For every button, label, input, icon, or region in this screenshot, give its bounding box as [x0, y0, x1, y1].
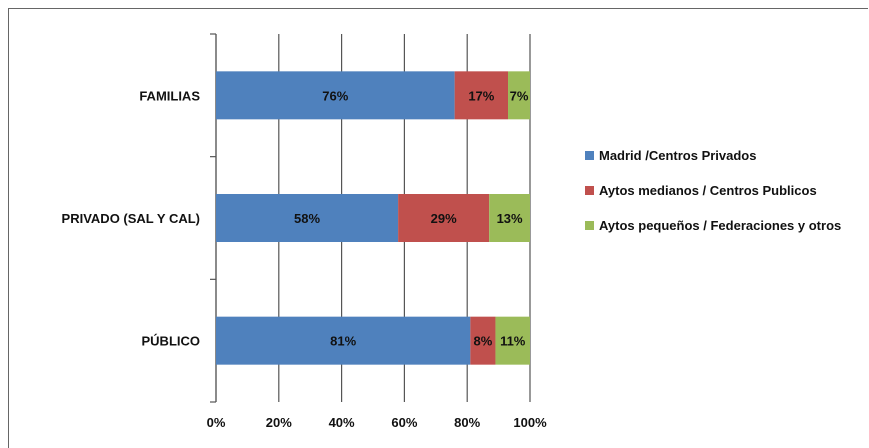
- x-tick-label: 20%: [266, 415, 292, 430]
- bar-segment: [216, 71, 455, 120]
- bar-segment: [398, 194, 490, 242]
- data-label: 17%: [468, 88, 494, 103]
- legend-swatch-aytos-pequenos: [585, 221, 594, 230]
- bar-segment: [508, 71, 530, 120]
- data-label: 8%: [474, 334, 493, 349]
- data-label: 13%: [497, 211, 523, 226]
- data-label: 29%: [431, 211, 457, 226]
- data-label: 76%: [322, 88, 348, 103]
- x-tick-label: 60%: [391, 415, 417, 430]
- legend-item-aytos-pequenos: Aytos pequeños / Federaciones y otros: [585, 217, 865, 234]
- data-label: 58%: [294, 211, 320, 226]
- data-label: 81%: [330, 334, 356, 349]
- bar-segment: [489, 194, 530, 242]
- legend-swatch-aytos-medianos: [585, 186, 594, 195]
- data-label: 11%: [500, 334, 526, 349]
- bar-segment: [216, 316, 471, 365]
- legend-item-madrid: Madrid /Centros Privados: [585, 147, 865, 164]
- category-label: FAMILIAS: [139, 88, 200, 103]
- legend-label-madrid: Madrid /Centros Privados: [599, 148, 757, 163]
- bar-segment: [495, 316, 530, 365]
- category-label: PÚBLICO: [142, 334, 201, 349]
- bar-segment: [470, 316, 496, 365]
- x-tick-label: 0%: [207, 415, 226, 430]
- x-tick-label: 40%: [329, 415, 355, 430]
- legend-label-aytos-medianos: Aytos medianos / Centros Publicos: [599, 183, 817, 198]
- legend-swatch-madrid: [585, 151, 594, 160]
- chart-frame: [8, 8, 868, 448]
- legend-item-aytos-medianos: Aytos medianos / Centros Publicos: [585, 182, 865, 199]
- x-tick-label: 100%: [513, 415, 547, 430]
- bar-segment: [454, 71, 509, 120]
- bar-segment: [216, 194, 399, 242]
- category-label: PRIVADO (SAL Y CAL): [62, 211, 200, 226]
- legend: Madrid /Centros Privados Aytos medianos …: [585, 147, 865, 252]
- x-tick-label: 80%: [454, 415, 480, 430]
- legend-label-aytos-pequenos: Aytos pequeños / Federaciones y otros: [599, 218, 842, 233]
- data-label: 7%: [510, 88, 529, 103]
